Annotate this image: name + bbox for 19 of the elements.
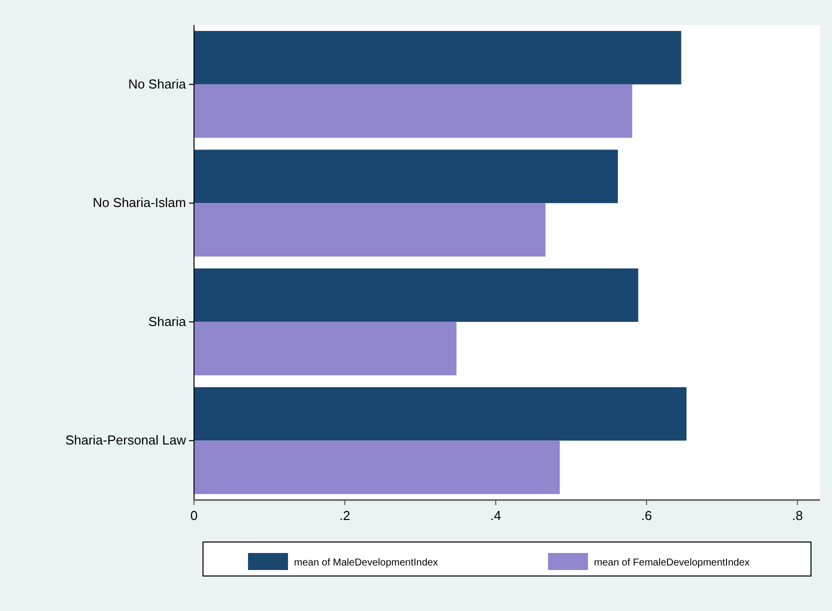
y-tick-label: Sharia-Personal Law <box>65 432 187 448</box>
x-tick-label: .2 <box>339 508 350 523</box>
y-tick-label: No Sharia <box>128 76 187 92</box>
legend-label: mean of MaleDevelopmentIndex <box>294 558 438 568</box>
x-tick-label: .8 <box>792 508 803 523</box>
bar <box>194 268 638 322</box>
legend-label: mean of FemaleDevelopmentIndex <box>594 558 750 568</box>
bar <box>194 387 687 441</box>
y-tick-label: No Sharia-Islam <box>92 195 186 210</box>
bar <box>194 150 618 204</box>
x-tick-label: .4 <box>490 508 502 523</box>
x-tick-label: 0 <box>190 508 198 523</box>
bar <box>194 84 632 138</box>
bar <box>194 30 682 84</box>
x-tick-label: .6 <box>641 508 652 523</box>
bar <box>194 322 456 376</box>
y-tick-label: Sharia <box>148 314 187 329</box>
bar <box>194 203 546 257</box>
bar <box>194 440 560 494</box>
